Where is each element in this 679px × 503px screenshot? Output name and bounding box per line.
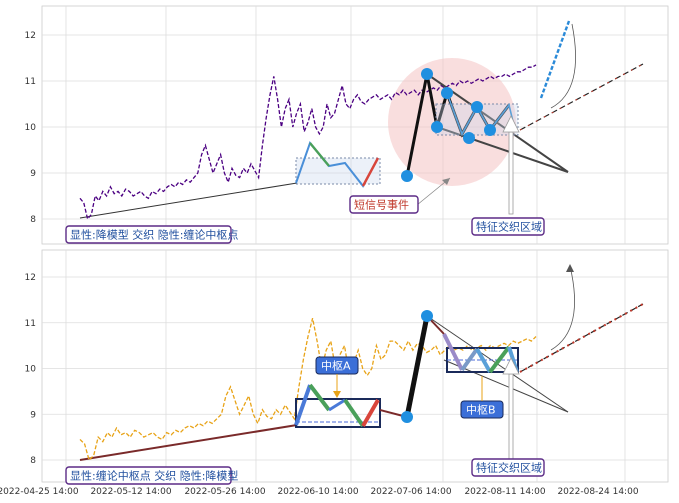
top-feature-label-box	[471, 217, 545, 236]
bottom-marker	[421, 310, 433, 322]
top-arrow-feature-head	[502, 115, 520, 133]
bottom-extension-line	[519, 303, 644, 373]
y-tick-label: 12	[25, 31, 36, 41]
x-tick-label: 2022-05-12 14:00	[90, 487, 171, 497]
x-ticks: 2022-04-25 14:00 2022-05-12 14:00 2022-05-…	[0, 487, 639, 497]
x-tick-label: 2022-04-25 14:00	[0, 487, 79, 497]
y-tick-label: 8	[30, 215, 36, 225]
bottom-trend-line	[79, 424, 298, 461]
pivot-a-stroke	[361, 399, 380, 427]
x-tick-label: 2022-08-24 14:00	[557, 487, 638, 497]
short-signal-label-box	[349, 195, 419, 214]
y-tick-label: 10	[25, 365, 37, 375]
short-signal-label: 短信号事件	[354, 198, 409, 212]
top-feature-label: 特征交织区域	[476, 220, 542, 234]
y-tick-label: 10	[25, 123, 37, 133]
y-tick-label: 11	[25, 319, 36, 329]
top-legend-box	[65, 225, 232, 244]
bottom-arrow-feature-shaft	[508, 373, 514, 461]
top-interleave-strokes	[446, 92, 516, 136]
highlight-circle	[388, 58, 516, 186]
bottom-feature-label: 特征交织区域	[476, 461, 542, 475]
top-panel: 8 9 10 11 12	[25, 5, 669, 245]
x-tick-label: 2022-06-10 14:00	[277, 487, 358, 497]
pivot-a-stroke	[308, 383, 331, 412]
top-trend-line	[79, 182, 298, 219]
top-price-series	[79, 64, 537, 221]
y-tick-label: 11	[25, 77, 36, 87]
bottom-legend-box	[65, 466, 232, 485]
x-tick-label: 2022-05-26 14:00	[184, 487, 265, 497]
bottom-feature-label-box	[471, 458, 545, 477]
top-marker	[421, 68, 433, 80]
top-marker	[484, 124, 496, 136]
bottom-marker	[401, 411, 413, 423]
pivot-b-stroke	[442, 333, 464, 371]
pivot-a-stroke	[328, 398, 346, 412]
top-arrow-feature-shaft	[508, 131, 514, 215]
top-legend-label: 显性:降模型 交织 隐性:缠论中枢点	[70, 228, 238, 242]
top-marker	[441, 87, 453, 99]
top-zigzag-a-red	[361, 157, 380, 187]
x-tick-label: 2022-08-11 14:00	[464, 487, 545, 497]
y-tick-label: 8	[30, 456, 36, 466]
pivot-b-stroke	[488, 345, 511, 374]
pivot-a-label: 中枢A	[321, 359, 351, 373]
pivot-b-stroke	[475, 348, 492, 373]
top-spike	[539, 20, 571, 99]
top-y-ticks: 8 9 10 11 12	[25, 31, 37, 225]
bottom-legend-label: 显性:缠论中枢点 交织 隐性:降模型	[70, 469, 238, 483]
x-tick-label: 2022-07-06 14:00	[370, 487, 451, 497]
pivot-a-arrow-head	[333, 391, 341, 398]
top-marker	[431, 121, 443, 133]
bottom-curved-arrow	[550, 265, 575, 351]
pivot-box-a	[295, 398, 381, 428]
pivot-b-stroke	[460, 347, 479, 372]
top-marker	[463, 132, 475, 144]
y-tick-label: 12	[25, 273, 36, 283]
pivot-a-stroke	[294, 384, 312, 426]
bottom-arrow-feature-head	[502, 357, 520, 375]
top-extension-line	[519, 63, 644, 131]
top-zigzag-a-green	[309, 142, 330, 167]
y-tick-label: 9	[30, 410, 36, 420]
bottom-curved-arrow-head	[566, 264, 574, 272]
top-marker	[471, 101, 483, 113]
y-tick-label: 9	[30, 169, 36, 179]
pivot-b-label: 中枢B	[466, 403, 496, 417]
bottom-black-up	[404, 315, 430, 418]
bottom-panel: 8 9 10 11 12 2022-04-25 14:00 2022-05-12 14:0…	[0, 249, 669, 497]
top-marker	[401, 170, 413, 182]
bottom-plot-frame	[41, 249, 669, 483]
pivot-a-stroke	[343, 398, 365, 428]
top-plot-frame	[41, 5, 669, 245]
top-arrow-head	[442, 178, 450, 185]
top-curved-arrow	[550, 23, 576, 109]
bottom-y-ticks: 8 9 10 11 12	[25, 273, 37, 466]
